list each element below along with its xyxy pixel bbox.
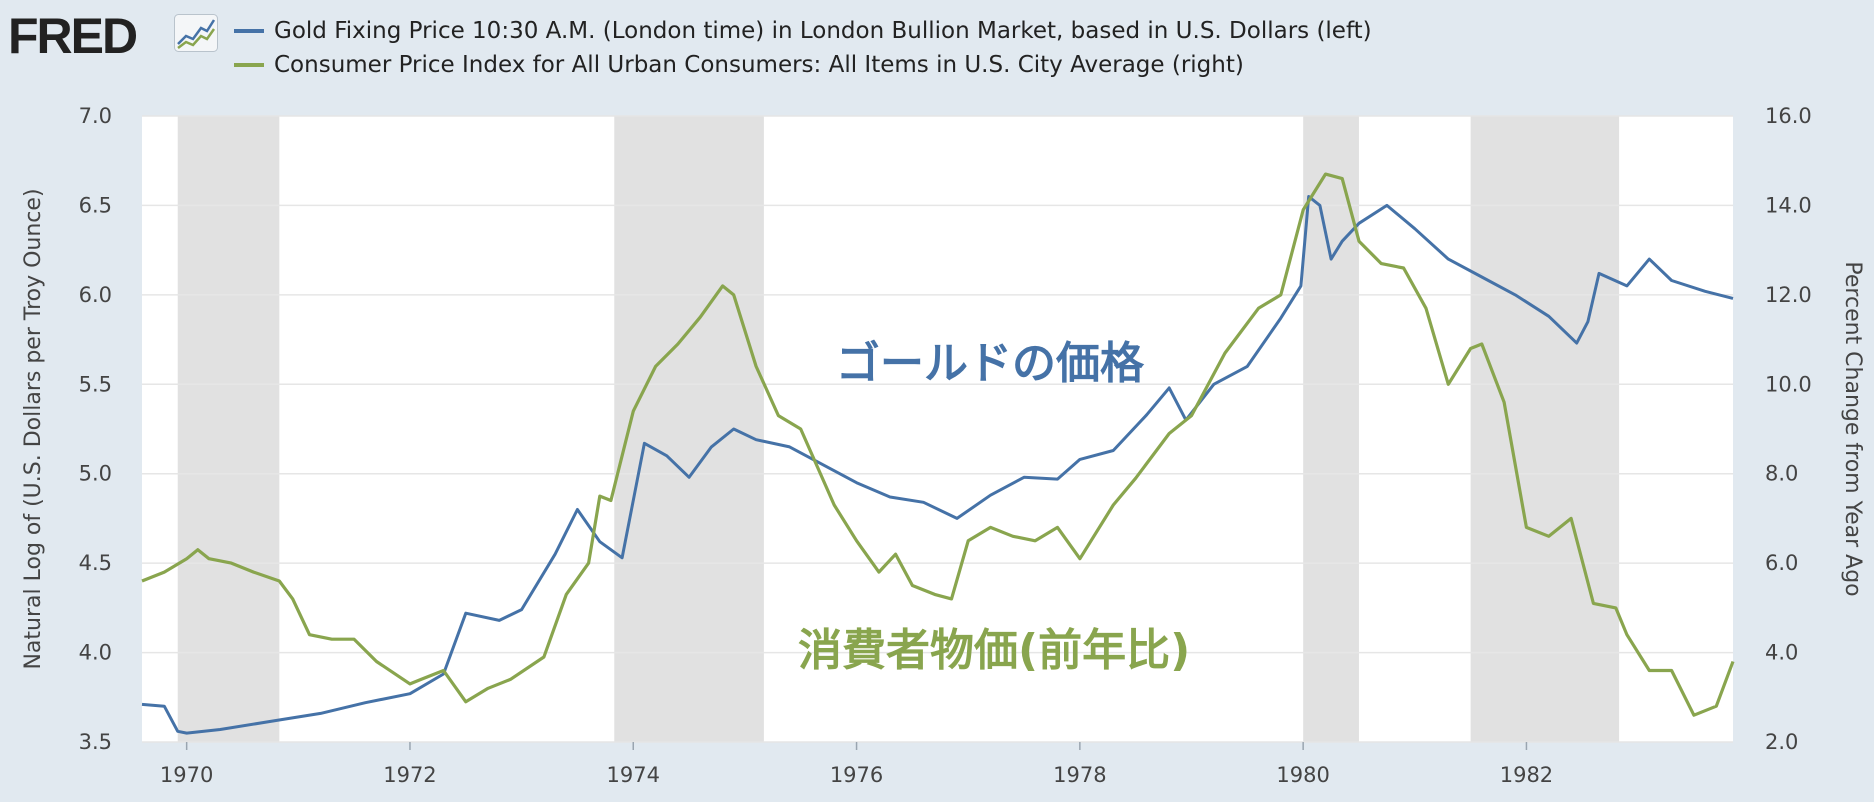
right-tick-label: 12.0 — [1765, 283, 1812, 307]
right-axis-ticks: 2.0 4.0 6.0 8.0 10.0 12.0 14.0 16.0 — [1765, 104, 1812, 754]
x-tick-label: 1970 — [160, 763, 213, 787]
legend-swatch-cpi — [234, 63, 264, 67]
x-tick-label: 1978 — [1053, 763, 1106, 787]
right-tick-label: 8.0 — [1765, 462, 1798, 486]
right-tick-label: 14.0 — [1765, 193, 1812, 217]
left-tick-label: 4.0 — [79, 641, 112, 665]
x-tick-label: 1980 — [1276, 763, 1329, 787]
fred-logo[interactable]: FRED — [4, 6, 218, 64]
right-axis-label: Percent Change from Year Ago — [1840, 261, 1865, 596]
legend-swatch-gold — [234, 29, 264, 33]
x-tick-label: 1972 — [383, 763, 436, 787]
left-tick-label: 6.5 — [79, 193, 112, 217]
x-tick-label: 1982 — [1500, 763, 1553, 787]
x-tick-label: 1976 — [830, 763, 883, 787]
left-tick-label: 4.5 — [79, 551, 112, 575]
right-tick-label: 2.0 — [1765, 730, 1798, 754]
series-lines — [141, 172, 1735, 735]
x-tick-label: 1974 — [607, 763, 660, 787]
legend-label-gold: Gold Fixing Price 10:30 A.M. (London tim… — [274, 18, 1372, 44]
recession-band-2 — [1303, 116, 1359, 742]
right-tick-label: 16.0 — [1765, 104, 1812, 128]
gridlines — [142, 115, 1733, 743]
cpi-line — [141, 172, 1735, 717]
recession-shading — [177, 116, 1620, 742]
gold-price-annotation: ゴールドの価格 — [836, 338, 1145, 389]
legend-item-gold[interactable]: Gold Fixing Price 10:30 A.M. (London tim… — [234, 16, 1372, 46]
legend-label-cpi: Consumer Price Index for All Urban Consu… — [274, 52, 1244, 78]
plot-area — [142, 116, 1733, 742]
chart-trend-icon — [174, 14, 218, 52]
legend-item-cpi[interactable]: Consumer Price Index for All Urban Consu… — [234, 50, 1244, 80]
left-axis-ticks: 3.5 4.0 4.5 5.0 5.5 6.0 6.5 7.0 — [79, 104, 112, 754]
left-tick-label: 7.0 — [79, 104, 112, 128]
cpi-annotation: 消費者物価(前年比) — [798, 625, 1190, 676]
x-axis-ticks: 1970 1972 1974 1976 1978 1980 1982 — [160, 742, 1553, 787]
gold-price-line — [141, 195, 1734, 735]
left-tick-label: 5.5 — [79, 372, 112, 396]
right-tick-label: 10.0 — [1765, 372, 1812, 396]
recession-band-1 — [614, 116, 764, 742]
right-tick-label: 4.0 — [1765, 641, 1798, 665]
left-tick-label: 3.5 — [79, 730, 112, 754]
left-axis-label: Natural Log of (U.S. Dollars per Troy Ou… — [21, 188, 46, 669]
left-tick-label: 5.0 — [79, 462, 112, 486]
right-tick-label: 6.0 — [1765, 551, 1798, 575]
left-tick-label: 6.0 — [79, 283, 112, 307]
fred-logo-text: FRED — [8, 8, 138, 64]
recession-band-0 — [177, 116, 280, 742]
recession-band-3 — [1470, 116, 1620, 742]
